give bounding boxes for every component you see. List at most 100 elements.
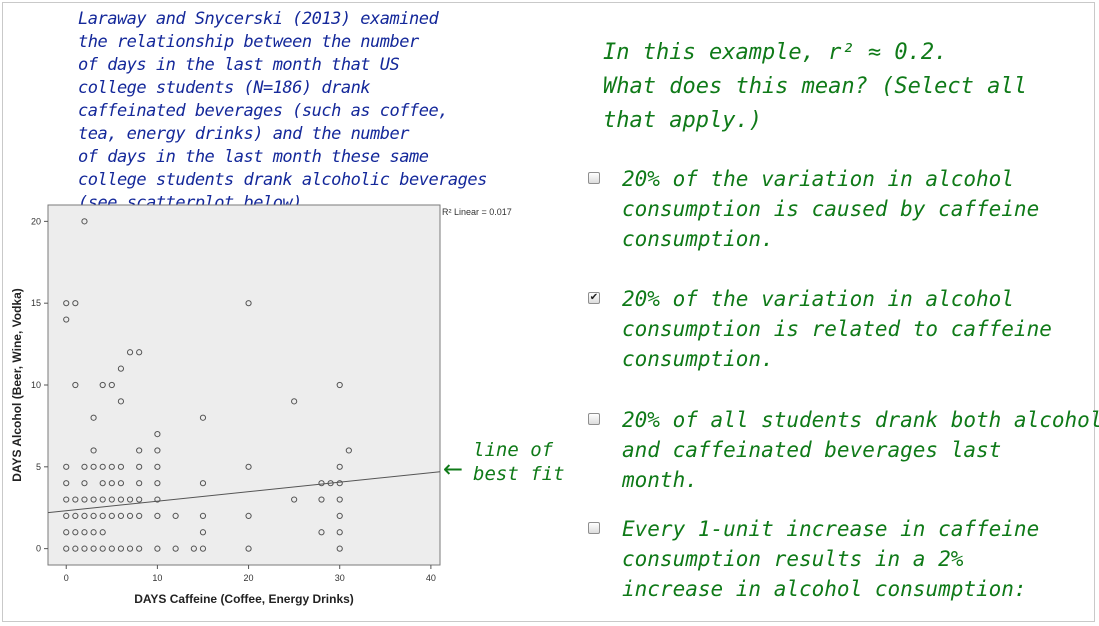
- data-point: [336, 480, 343, 487]
- data-point: [81, 218, 88, 225]
- description-line: caffeinated beverages (such as coffee,: [78, 101, 448, 121]
- data-point: [199, 512, 207, 520]
- data-point: [154, 512, 161, 520]
- description-line: of days in the last month these same: [78, 147, 429, 167]
- x-tick-label: 0: [64, 573, 69, 583]
- option-line: 20% of all students drank both alcohol: [622, 408, 1099, 432]
- data-point: [108, 512, 115, 520]
- data-point: [336, 381, 343, 389]
- data-point: [154, 480, 161, 487]
- checkbox-3[interactable]: [588, 413, 600, 425]
- data-point: [81, 512, 88, 520]
- data-point: [63, 545, 70, 552]
- x-tick-label: 40: [426, 573, 436, 583]
- data-point: [136, 545, 143, 552]
- option-line: 20% of the variation in alcohol: [622, 287, 1014, 311]
- data-point: [154, 430, 161, 438]
- data-point: [108, 463, 115, 470]
- y-axis-title: DAYS Alcohol (Beer, Wine, Vodka): [10, 288, 24, 482]
- y-tick-label: 20: [31, 216, 41, 226]
- data-point: [81, 529, 88, 536]
- checkbox-4[interactable]: [588, 522, 600, 534]
- option-line: increase in alcohol consumption:: [622, 577, 1027, 601]
- data-point: [99, 480, 106, 487]
- data-point: [199, 480, 207, 487]
- data-point: [99, 463, 106, 470]
- option-line: 20% of the variation in alcohol: [622, 167, 1014, 191]
- data-point: [136, 512, 143, 520]
- data-point: [117, 512, 125, 520]
- option-line: consumption results in a 2%: [622, 547, 964, 571]
- description-line: the relationship between the number: [78, 32, 419, 52]
- data-point: [72, 545, 79, 552]
- description-line: college students drank alcoholic beverag…: [78, 170, 487, 190]
- data-point: [126, 496, 134, 503]
- data-point: [136, 349, 143, 356]
- data-point: [126, 349, 134, 356]
- data-point: [108, 545, 115, 552]
- data-point: [245, 463, 252, 470]
- data-point: [63, 300, 70, 307]
- data-point: [318, 529, 325, 536]
- x-tick-label: 20: [244, 573, 254, 583]
- x-axis-title: DAYS Caffeine (Coffee, Energy Drinks): [134, 592, 354, 606]
- data-point: [336, 529, 343, 536]
- axis-ticks: 0 10 20 30 40 0 5 10 15 20: [31, 216, 436, 583]
- arrow-icon: ←: [443, 455, 464, 483]
- data-point: [81, 480, 88, 487]
- data-point: [90, 414, 97, 421]
- data-point: [117, 480, 125, 487]
- data-point: [336, 545, 343, 552]
- data-point: [126, 512, 134, 520]
- data-point: [90, 512, 97, 520]
- data-point: [90, 463, 97, 470]
- data-point: [99, 496, 106, 503]
- description-line: college students (N=186) drank: [78, 78, 371, 98]
- data-point: [318, 480, 325, 487]
- data-point: [245, 545, 252, 552]
- y-tick-label: 15: [31, 298, 41, 308]
- r-squared-label: R² Linear = 0.017: [442, 207, 512, 217]
- data-point: [117, 496, 125, 503]
- option-line: Every 1-unit increase in caffeine: [622, 517, 1040, 541]
- data-point: [99, 545, 106, 552]
- data-point: [291, 398, 298, 405]
- data-point: [154, 545, 161, 552]
- checkbox-1[interactable]: [588, 172, 600, 184]
- description-line: Laraway and Snycerski (2013) examined: [78, 9, 439, 29]
- data-point: [154, 463, 161, 470]
- data-point: [172, 545, 179, 552]
- checkbox-2[interactable]: ✔: [588, 292, 600, 304]
- data-point: [136, 463, 143, 470]
- data-point: [199, 414, 207, 421]
- data-point: [245, 300, 252, 307]
- data-point: [245, 512, 252, 520]
- data-point: [154, 496, 161, 503]
- data-point: [136, 496, 143, 503]
- data-point: [190, 545, 197, 552]
- best-fit-annotation: line of best fit: [473, 438, 565, 486]
- data-point: [199, 545, 207, 552]
- data-point: [108, 480, 115, 487]
- data-point: [99, 381, 106, 389]
- y-tick-label: 5: [36, 462, 41, 472]
- data-point: [117, 463, 125, 470]
- data-point: [99, 512, 106, 520]
- data-point: [318, 496, 325, 503]
- question-line: In this example, r² ≈ 0.2.: [603, 40, 948, 65]
- data-point: [90, 529, 97, 536]
- data-point: [336, 512, 343, 520]
- annotation-line: best fit: [473, 463, 565, 485]
- data-point: [72, 529, 79, 536]
- data-point: [72, 300, 79, 307]
- scatterplot: 0 10 20 30 40 0 5 10 15 20 R² Linear = 0.017 DAYS…: [10, 204, 512, 606]
- data-point: [117, 398, 125, 405]
- data-point: [336, 463, 343, 470]
- data-point: [172, 512, 179, 520]
- question-line: that apply.): [603, 108, 762, 133]
- option-line: and caffeinated beverages last: [622, 438, 1002, 462]
- question-text: In this example, r² ≈ 0.2. What does thi…: [603, 36, 1027, 138]
- data-point: [90, 496, 97, 503]
- data-point: [90, 447, 97, 454]
